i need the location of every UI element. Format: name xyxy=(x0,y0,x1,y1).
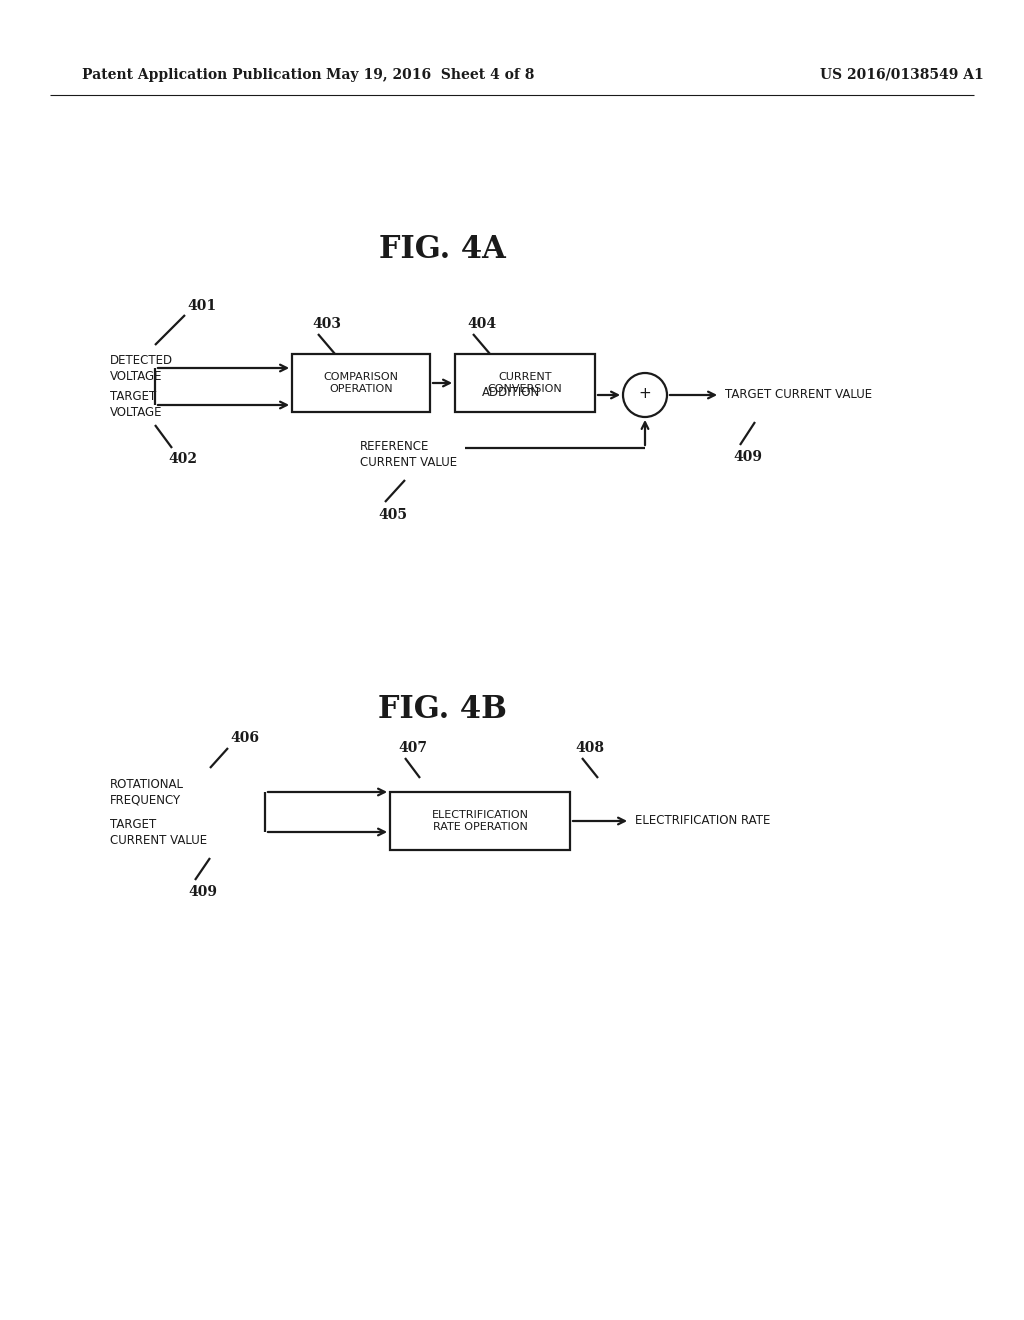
Bar xyxy=(292,354,430,412)
Bar xyxy=(455,354,595,412)
Text: 409: 409 xyxy=(188,884,217,899)
Text: Patent Application Publication: Patent Application Publication xyxy=(82,69,322,82)
Text: TARGET
VOLTAGE: TARGET VOLTAGE xyxy=(110,391,163,420)
Text: 401: 401 xyxy=(187,300,216,313)
Text: FIG. 4B: FIG. 4B xyxy=(378,694,507,726)
Text: FIG. 4A: FIG. 4A xyxy=(379,235,506,265)
Text: ELECTRIFICATION
RATE OPERATION: ELECTRIFICATION RATE OPERATION xyxy=(431,809,528,832)
Text: ADDITION: ADDITION xyxy=(481,387,540,400)
Circle shape xyxy=(623,374,667,417)
Text: ROTATIONAL
FREQUENCY: ROTATIONAL FREQUENCY xyxy=(110,777,184,807)
Text: 402: 402 xyxy=(168,451,197,466)
Text: May 19, 2016  Sheet 4 of 8: May 19, 2016 Sheet 4 of 8 xyxy=(326,69,535,82)
Text: 403: 403 xyxy=(312,317,341,331)
Text: US 2016/0138549 A1: US 2016/0138549 A1 xyxy=(820,69,984,82)
Text: 404: 404 xyxy=(467,317,496,331)
Text: 408: 408 xyxy=(575,741,604,755)
Text: 409: 409 xyxy=(733,450,762,465)
Text: ELECTRIFICATION RATE: ELECTRIFICATION RATE xyxy=(635,814,770,828)
Text: 407: 407 xyxy=(398,741,427,755)
Bar xyxy=(390,792,570,850)
Text: DETECTED
VOLTAGE: DETECTED VOLTAGE xyxy=(110,354,173,383)
Text: 405: 405 xyxy=(378,508,407,521)
Text: TARGET CURRENT VALUE: TARGET CURRENT VALUE xyxy=(725,388,872,401)
Text: TARGET
CURRENT VALUE: TARGET CURRENT VALUE xyxy=(110,817,207,846)
Text: 406: 406 xyxy=(230,731,259,744)
Text: REFERENCE
CURRENT VALUE: REFERENCE CURRENT VALUE xyxy=(360,441,457,470)
Text: CURRENT
CONVERSION: CURRENT CONVERSION xyxy=(487,372,562,395)
Text: COMPARISON
OPERATION: COMPARISON OPERATION xyxy=(324,372,398,395)
Text: +: + xyxy=(639,387,651,401)
